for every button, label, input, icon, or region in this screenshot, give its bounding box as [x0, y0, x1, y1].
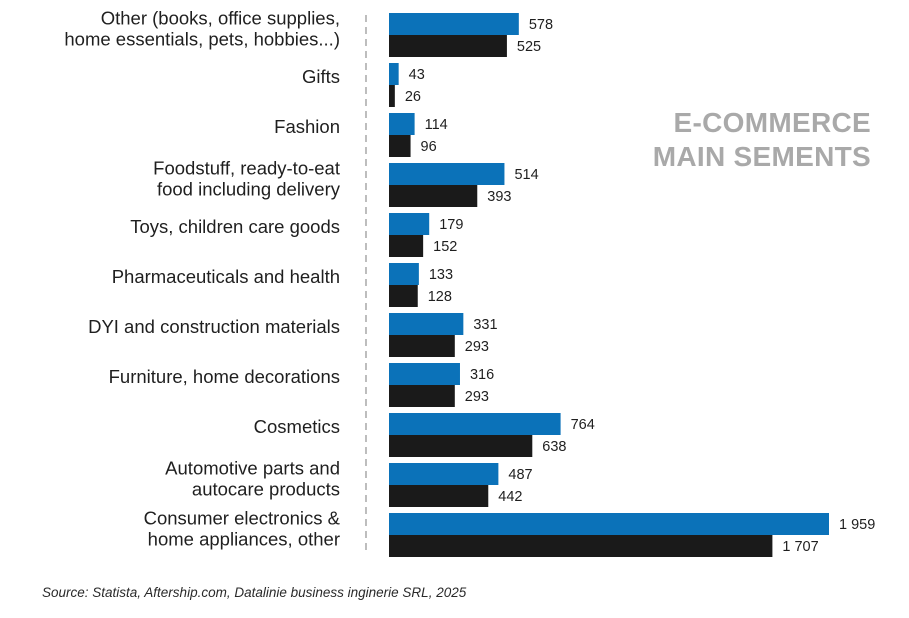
value-label-blue-6: 331	[473, 317, 497, 333]
category-labels-group: Other (books, office supplies,home essen…	[64, 8, 340, 550]
bar-black-10	[389, 535, 773, 557]
chart-title-line-2: MAIN SEMENTS	[653, 141, 871, 172]
value-label-black-10: 1 707	[782, 539, 818, 555]
bar-blue-10	[389, 513, 829, 535]
bar-blue-6	[389, 313, 464, 335]
value-label-black-2: 96	[421, 139, 437, 155]
value-label-blue-4: 179	[439, 217, 463, 233]
category-label-9-line-1: autocare products	[192, 479, 340, 500]
value-label-black-8: 638	[542, 439, 566, 455]
value-label-blue-2: 114	[425, 117, 448, 133]
value-label-blue-0: 578	[529, 17, 553, 33]
category-label-2-line-0: Fashion	[274, 116, 340, 137]
category-label-9-line-0: Automotive parts and	[165, 458, 340, 479]
value-label-black-1: 26	[405, 89, 421, 105]
bar-black-3	[389, 185, 478, 207]
category-label-10-line-1: home appliances, other	[148, 529, 340, 550]
bar-black-7	[389, 385, 455, 407]
category-label-6-line-0: DYI and construction materials	[88, 316, 340, 337]
value-label-blue-10: 1 959	[839, 517, 875, 533]
bar-black-2	[389, 135, 411, 157]
bar-blue-7	[389, 363, 460, 385]
value-label-black-4: 152	[433, 239, 457, 255]
bar-black-6	[389, 335, 455, 357]
category-label-3-line-0: Foodstuff, ready-to-eat	[153, 158, 340, 179]
category-label-7-line-0: Furniture, home decorations	[109, 366, 340, 387]
bar-blue-0	[389, 13, 519, 35]
value-label-blue-9: 487	[508, 467, 532, 483]
value-label-black-9: 442	[498, 489, 522, 505]
value-label-black-0: 525	[517, 39, 541, 55]
category-label-4-line-0: Toys, children care goods	[130, 216, 340, 237]
bar-black-4	[389, 235, 424, 257]
category-label-1-line-0: Gifts	[302, 66, 340, 87]
value-label-blue-7: 316	[470, 367, 494, 383]
bar-blue-8	[389, 413, 561, 435]
bar-blue-3	[389, 163, 505, 185]
bar-black-5	[389, 285, 418, 307]
bar-blue-2	[389, 113, 415, 135]
value-label-blue-5: 133	[429, 267, 453, 283]
value-label-black-5: 128	[428, 289, 452, 305]
bar-black-0	[389, 35, 507, 57]
chart-title-line-1: E-COMMERCE	[674, 107, 871, 138]
value-label-blue-3: 514	[514, 167, 538, 183]
category-label-5-line-0: Pharmaceuticals and health	[112, 266, 340, 287]
category-label-0-line-1: home essentials, pets, hobbies...)	[64, 29, 340, 50]
category-label-8-line-0: Cosmetics	[254, 416, 340, 437]
source-note: Source: Statista, Aftership.com, Datalin…	[42, 585, 467, 600]
bar-black-1	[389, 85, 395, 107]
bar-blue-4	[389, 213, 430, 235]
bar-black-8	[389, 435, 533, 457]
bar-blue-9	[389, 463, 499, 485]
value-label-blue-8: 764	[571, 417, 595, 433]
value-label-black-3: 393	[487, 189, 511, 205]
bar-blue-1	[389, 63, 399, 85]
value-label-black-7: 293	[465, 389, 489, 405]
category-label-0-line-0: Other (books, office supplies,	[101, 8, 340, 29]
bars-group	[389, 13, 829, 557]
bar-blue-5	[389, 263, 419, 285]
category-label-3-line-1: food including delivery	[157, 179, 341, 200]
value-label-blue-1: 43	[409, 67, 425, 83]
value-label-black-6: 293	[465, 339, 489, 355]
category-label-10-line-0: Consumer electronics &	[144, 508, 341, 529]
bar-black-9	[389, 485, 489, 507]
chart-title: E-COMMERCE MAIN SEMENTS	[653, 107, 871, 172]
